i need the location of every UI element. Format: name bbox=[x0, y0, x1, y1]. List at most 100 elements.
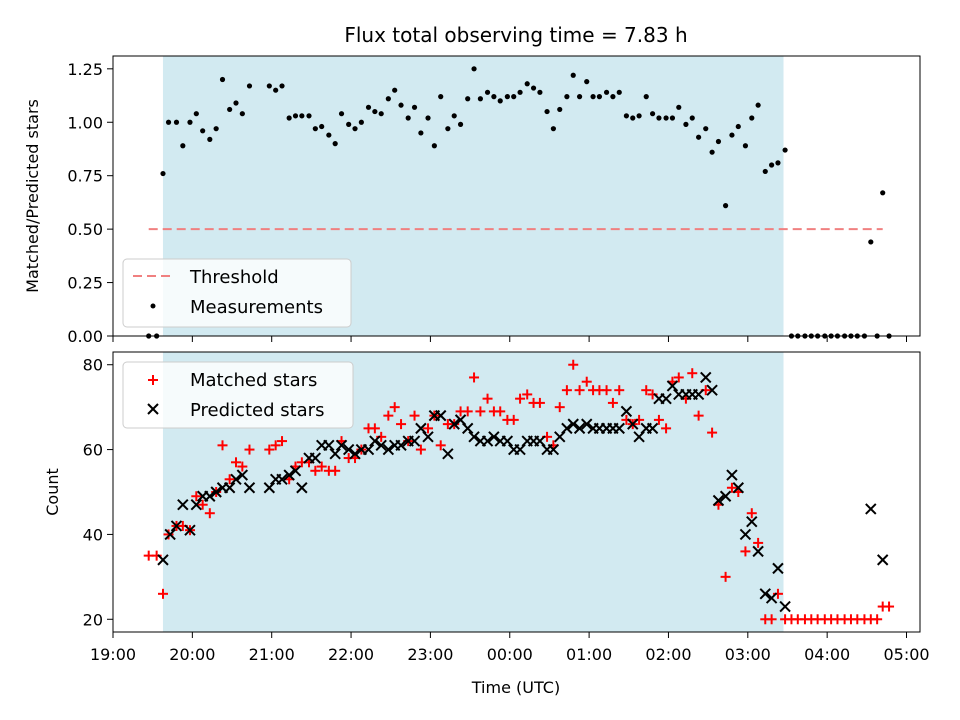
x-tick-label: 21:00 bbox=[249, 645, 295, 664]
measurement-point bbox=[346, 121, 352, 127]
predicted-star-point bbox=[342, 443, 355, 456]
matched-star-point bbox=[389, 402, 400, 413]
predicted-star-point bbox=[739, 528, 752, 541]
predicted-star-point bbox=[613, 422, 625, 435]
measurement-point bbox=[312, 126, 318, 132]
predicted-star-point bbox=[375, 439, 387, 452]
bottom-panel-counts: 20 40 60 80 19:00 20:00 21:00 22:00 23:00 00:00 0… bbox=[43, 351, 930, 697]
measurement-point bbox=[418, 130, 424, 136]
y-tick-label: 0.75 bbox=[67, 167, 103, 186]
matched-star-point bbox=[396, 419, 407, 430]
predicted-star-point bbox=[204, 490, 216, 502]
predicted-star-point bbox=[276, 473, 288, 485]
predicted-star-point bbox=[646, 422, 659, 435]
predicted-star-point bbox=[488, 431, 500, 443]
bottom-legend-box bbox=[122, 361, 354, 429]
x-tick-label: 23:00 bbox=[407, 645, 453, 664]
predicted-star-point bbox=[620, 405, 633, 418]
measurement-point bbox=[880, 190, 886, 196]
measurement-point bbox=[438, 94, 444, 100]
matched-star-point bbox=[753, 537, 764, 548]
measurement-point bbox=[239, 111, 245, 117]
measurement-point bbox=[425, 115, 431, 121]
matched-star-point bbox=[522, 389, 533, 400]
matched-star-point bbox=[237, 461, 248, 472]
measurement-point bbox=[372, 108, 378, 115]
matched-star-point bbox=[568, 359, 579, 370]
predicted-star-point bbox=[666, 380, 679, 392]
matched-star-point bbox=[508, 414, 519, 425]
matched-star-point bbox=[217, 440, 228, 451]
measurement-point bbox=[227, 106, 233, 113]
measurement-point bbox=[332, 141, 338, 147]
matched-star-point bbox=[475, 406, 486, 417]
measurement-point bbox=[590, 94, 596, 100]
predicted-star-point bbox=[369, 435, 381, 447]
measurement-point bbox=[160, 170, 166, 177]
matched-star-point bbox=[435, 440, 446, 451]
measurement-point bbox=[709, 149, 715, 155]
measurement-point bbox=[405, 115, 411, 121]
predicted-star-point bbox=[230, 473, 242, 485]
measurement-point bbox=[173, 119, 180, 125]
predicted-star-point bbox=[501, 435, 514, 447]
measurement-point bbox=[398, 102, 404, 108]
measurement-point bbox=[722, 203, 729, 209]
legend-matched-label: Matched stars bbox=[190, 370, 317, 391]
matched-star-point bbox=[707, 427, 718, 438]
measurement-point bbox=[530, 85, 537, 91]
predicted-star-point bbox=[779, 600, 791, 613]
predicted-star-point bbox=[547, 443, 560, 456]
predicted-star-point bbox=[408, 435, 421, 447]
predicted-star-point bbox=[772, 562, 784, 575]
top-x-axis-ticks bbox=[112, 336, 908, 342]
measurement-point bbox=[484, 89, 491, 95]
bottom-x-axis-ticks: 19:00 20:00 21:00 22:00 23:00 00:00 01:00 02:00… bbox=[90, 632, 930, 664]
measurement-point bbox=[200, 128, 206, 134]
x-tick-label: 03:00 bbox=[725, 645, 771, 664]
x-tick-label: 04:00 bbox=[804, 645, 850, 664]
predicted-star-point bbox=[481, 435, 494, 447]
predicted-star-point bbox=[865, 503, 877, 515]
measurement-point bbox=[326, 132, 332, 138]
measurement-point bbox=[187, 119, 193, 125]
measurement-point bbox=[696, 134, 702, 140]
measurement-point bbox=[729, 132, 735, 138]
y-tick-label: 0.25 bbox=[67, 274, 103, 293]
measurement-point bbox=[564, 94, 570, 100]
measurement-point bbox=[630, 115, 636, 121]
y-tick-label: 40 bbox=[83, 525, 103, 544]
predicted-star-point bbox=[746, 515, 758, 528]
measurement-point bbox=[233, 100, 239, 106]
measurement-point bbox=[286, 115, 292, 121]
x-tick-label: 19:00 bbox=[90, 645, 136, 664]
matched-star-point bbox=[614, 385, 625, 396]
matched-star-point bbox=[561, 385, 572, 396]
predicted-star-point bbox=[309, 452, 322, 464]
measurement-point bbox=[219, 76, 226, 83]
matched-star-point bbox=[746, 508, 757, 519]
matched-star-point bbox=[423, 423, 434, 434]
top-legend: Threshold Measurements bbox=[122, 258, 352, 328]
legend-predicted-swatch bbox=[147, 403, 159, 415]
x-axis-label: Time (UTC) bbox=[471, 678, 560, 697]
measurement-point bbox=[769, 162, 775, 168]
predicted-star-point bbox=[461, 422, 474, 435]
measurement-point bbox=[266, 83, 272, 89]
predicted-star-point bbox=[157, 554, 169, 566]
bottom-y-axis-ticks: 20 40 60 80 bbox=[83, 356, 113, 629]
measurement-point bbox=[524, 81, 530, 87]
measurement-point bbox=[207, 136, 213, 142]
measurement-point bbox=[517, 89, 523, 95]
chart-title: Flux total observing time = 7.83 h bbox=[344, 23, 687, 47]
matched-star-point bbox=[224, 474, 235, 485]
matched-star-point bbox=[310, 465, 321, 476]
predicted-star-point bbox=[243, 482, 256, 494]
measurement-point bbox=[550, 126, 556, 132]
matched-stars-points bbox=[143, 359, 895, 625]
measurement-point bbox=[649, 111, 656, 117]
matched-star-point bbox=[607, 397, 618, 408]
measurement-point bbox=[451, 113, 457, 119]
matched-star-point bbox=[264, 444, 275, 455]
measurement-point bbox=[213, 126, 219, 132]
